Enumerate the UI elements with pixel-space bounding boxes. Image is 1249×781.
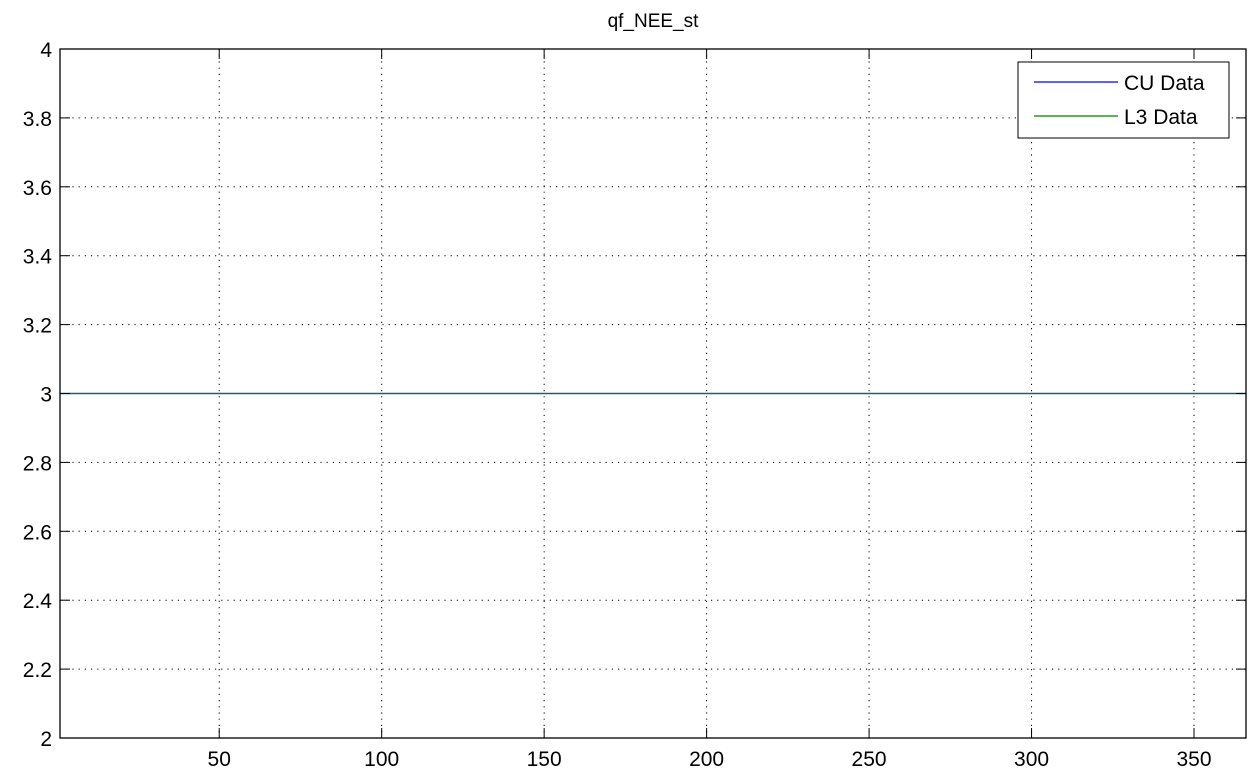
y-tick-label: 2.2	[23, 659, 52, 682]
y-tick-label: 3.6	[23, 177, 52, 200]
x-tick-label: 300	[1014, 748, 1049, 771]
y-tick-label: 3.2	[23, 315, 52, 338]
x-tick-label: 150	[527, 748, 562, 771]
legend-box	[1017, 61, 1230, 139]
y-tick-label: 2	[40, 728, 52, 751]
x-tick-label: 200	[689, 748, 724, 771]
y-tick-label: 2.6	[23, 521, 52, 544]
x-tick-label: 350	[1176, 748, 1211, 771]
y-tick-label: 2.4	[23, 590, 53, 613]
legend: CU Data L3 Data	[1017, 61, 1230, 139]
chart-title: qf_NEE_st	[608, 11, 700, 32]
axis-ticks	[60, 48, 1246, 739]
x-tick-label: 50	[208, 748, 231, 771]
y-tick-label: 3.8	[23, 108, 52, 131]
y-tick-label: 4	[40, 39, 52, 62]
legend-label: CU Data	[1124, 72, 1205, 95]
legend-label: L3 Data	[1124, 106, 1198, 129]
x-axis-tick-labels: 50 100 150 200 250 300 350	[208, 748, 1212, 771]
y-tick-label: 3	[40, 384, 52, 407]
y-tick-label: 2.8	[23, 452, 52, 475]
x-tick-label: 250	[852, 748, 887, 771]
y-tick-label: 3.4	[23, 246, 53, 269]
x-tick-label: 100	[364, 748, 399, 771]
y-axis-tick-labels: 2 2.2 2.4 2.6 2.8 3 3.2 3.4 3.6 3.8 4	[23, 39, 53, 751]
